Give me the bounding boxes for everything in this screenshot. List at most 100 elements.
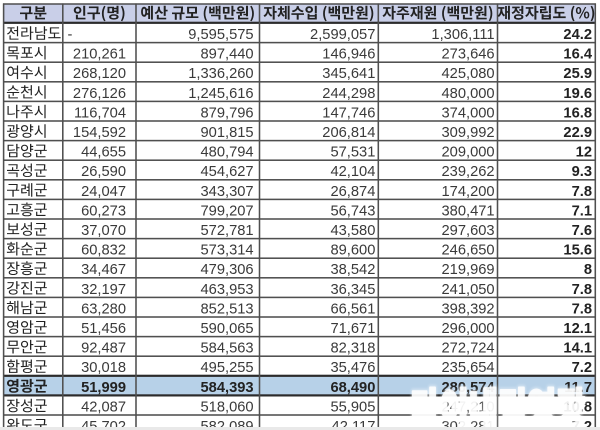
svg-text:302,281: 302,281 xyxy=(442,419,495,430)
svg-text:16.8: 16.8 xyxy=(563,105,592,121)
svg-text:30,018: 30,018 xyxy=(81,360,126,376)
svg-text:454,627: 454,627 xyxy=(201,164,254,180)
svg-text:572,781: 572,781 xyxy=(201,223,254,239)
svg-text:235,654: 235,654 xyxy=(442,360,495,376)
svg-text:26,874: 26,874 xyxy=(330,184,375,200)
svg-text:343,307: 343,307 xyxy=(201,184,254,200)
svg-text:463,953: 463,953 xyxy=(201,282,254,298)
svg-text:380,471: 380,471 xyxy=(442,203,495,219)
svg-text:45,702: 45,702 xyxy=(81,419,126,430)
svg-text:518,060: 518,060 xyxy=(201,399,254,415)
svg-text:7.2: 7.2 xyxy=(572,360,592,376)
svg-text:14.1: 14.1 xyxy=(563,341,592,357)
svg-text:276,126: 276,126 xyxy=(73,86,126,102)
svg-text:7.8: 7.8 xyxy=(572,301,592,317)
svg-text:480,794: 480,794 xyxy=(201,145,254,161)
svg-text:584,563: 584,563 xyxy=(201,341,254,357)
svg-text:42,087: 42,087 xyxy=(81,399,126,415)
svg-text:374,000: 374,000 xyxy=(442,105,495,121)
svg-text:1,306,111: 1,306,111 xyxy=(431,27,494,43)
svg-text:7.8: 7.8 xyxy=(572,184,592,200)
svg-text:210,261: 210,261 xyxy=(73,47,126,63)
svg-text:239,262: 239,262 xyxy=(442,164,495,180)
svg-text:573,314: 573,314 xyxy=(201,243,254,259)
svg-text:38,542: 38,542 xyxy=(330,262,375,278)
svg-text:345,641: 345,641 xyxy=(322,66,375,82)
svg-text:297,603: 297,603 xyxy=(442,223,495,239)
svg-text:42,104: 42,104 xyxy=(330,164,375,180)
svg-text:584,393: 584,393 xyxy=(201,380,254,396)
svg-text:-: - xyxy=(68,27,73,43)
svg-text:7.8: 7.8 xyxy=(572,282,592,298)
svg-text:272,724: 272,724 xyxy=(442,341,495,357)
svg-text:901,815: 901,815 xyxy=(201,125,254,141)
svg-text:495,255: 495,255 xyxy=(201,360,254,376)
svg-text:480,000: 480,000 xyxy=(442,86,495,102)
svg-text:16.4: 16.4 xyxy=(563,47,592,63)
svg-text:26,590: 26,590 xyxy=(81,164,126,180)
svg-text:32,197: 32,197 xyxy=(81,282,126,298)
svg-text:24.2: 24.2 xyxy=(563,27,592,43)
svg-text:42,117: 42,117 xyxy=(332,419,376,430)
svg-text:63,280: 63,280 xyxy=(81,301,126,317)
svg-text:37,070: 37,070 xyxy=(81,223,126,239)
svg-text:43,580: 43,580 xyxy=(330,223,375,239)
svg-text:9,595,575: 9,595,575 xyxy=(188,27,253,43)
svg-text:1,245,616: 1,245,616 xyxy=(188,86,253,102)
svg-text:71,671: 71,671 xyxy=(330,321,375,337)
svg-text:51,999: 51,999 xyxy=(81,380,126,396)
svg-text:24,047: 24,047 xyxy=(81,184,126,200)
svg-text:15.6: 15.6 xyxy=(563,243,592,259)
svg-text:9.3: 9.3 xyxy=(572,164,592,180)
svg-text:296,000: 296,000 xyxy=(442,321,495,337)
svg-text:36,345: 36,345 xyxy=(330,282,375,298)
svg-text:35,476: 35,476 xyxy=(330,360,375,376)
svg-text:241,050: 241,050 xyxy=(442,282,495,298)
svg-text:479,306: 479,306 xyxy=(201,262,254,278)
svg-text:799,207: 799,207 xyxy=(201,203,254,219)
svg-text:268,120: 268,120 xyxy=(73,66,126,82)
svg-text:879,796: 879,796 xyxy=(201,105,254,121)
svg-text:309,992: 309,992 xyxy=(442,125,495,141)
svg-text:56,743: 56,743 xyxy=(330,203,375,219)
svg-text:1,336,260: 1,336,260 xyxy=(188,66,253,82)
svg-text:89,600: 89,600 xyxy=(330,243,375,259)
svg-text:12.1: 12.1 xyxy=(563,321,592,337)
svg-text:219,969: 219,969 xyxy=(442,262,495,278)
svg-text:57,531: 57,531 xyxy=(330,145,375,161)
svg-text:12: 12 xyxy=(576,145,592,161)
svg-text:897,440: 897,440 xyxy=(201,47,254,63)
svg-text:22.9: 22.9 xyxy=(563,125,592,141)
svg-text:19.6: 19.6 xyxy=(563,86,592,102)
svg-text:582,089: 582,089 xyxy=(201,419,254,430)
svg-text:66,561: 66,561 xyxy=(330,301,375,317)
svg-text:68,490: 68,490 xyxy=(330,380,375,396)
svg-text:154,592: 154,592 xyxy=(73,125,126,141)
svg-text:852,513: 852,513 xyxy=(201,301,254,317)
svg-text:244,298: 244,298 xyxy=(322,86,375,102)
svg-text:55,905: 55,905 xyxy=(330,399,375,415)
svg-text:590,065: 590,065 xyxy=(201,321,254,337)
svg-text:60,273: 60,273 xyxy=(81,203,126,219)
svg-text:273,646: 273,646 xyxy=(442,47,495,63)
svg-text:7.6: 7.6 xyxy=(572,223,592,239)
svg-text:8: 8 xyxy=(584,262,592,278)
svg-text:44,655: 44,655 xyxy=(81,145,126,161)
svg-text:147,746: 147,746 xyxy=(322,105,375,121)
svg-text:25.9: 25.9 xyxy=(563,66,592,82)
svg-text:60,832: 60,832 xyxy=(81,243,126,259)
svg-text:2,599,057: 2,599,057 xyxy=(310,27,375,43)
svg-text:82,318: 82,318 xyxy=(330,341,375,357)
svg-text:246,650: 246,650 xyxy=(442,243,495,259)
svg-text:146,946: 146,946 xyxy=(322,47,375,63)
svg-text:7.1: 7.1 xyxy=(572,203,592,219)
svg-text:209,000: 209,000 xyxy=(442,145,495,161)
svg-text:174,200: 174,200 xyxy=(442,184,495,200)
svg-text:398,392: 398,392 xyxy=(442,301,495,317)
svg-text:51,456: 51,456 xyxy=(81,321,126,337)
svg-text:34,467: 34,467 xyxy=(81,262,126,278)
svg-text:116,704: 116,704 xyxy=(74,105,126,121)
svg-text:425,080: 425,080 xyxy=(442,66,495,82)
svg-text:92,487: 92,487 xyxy=(81,341,126,357)
svg-text:206,814: 206,814 xyxy=(322,125,375,141)
